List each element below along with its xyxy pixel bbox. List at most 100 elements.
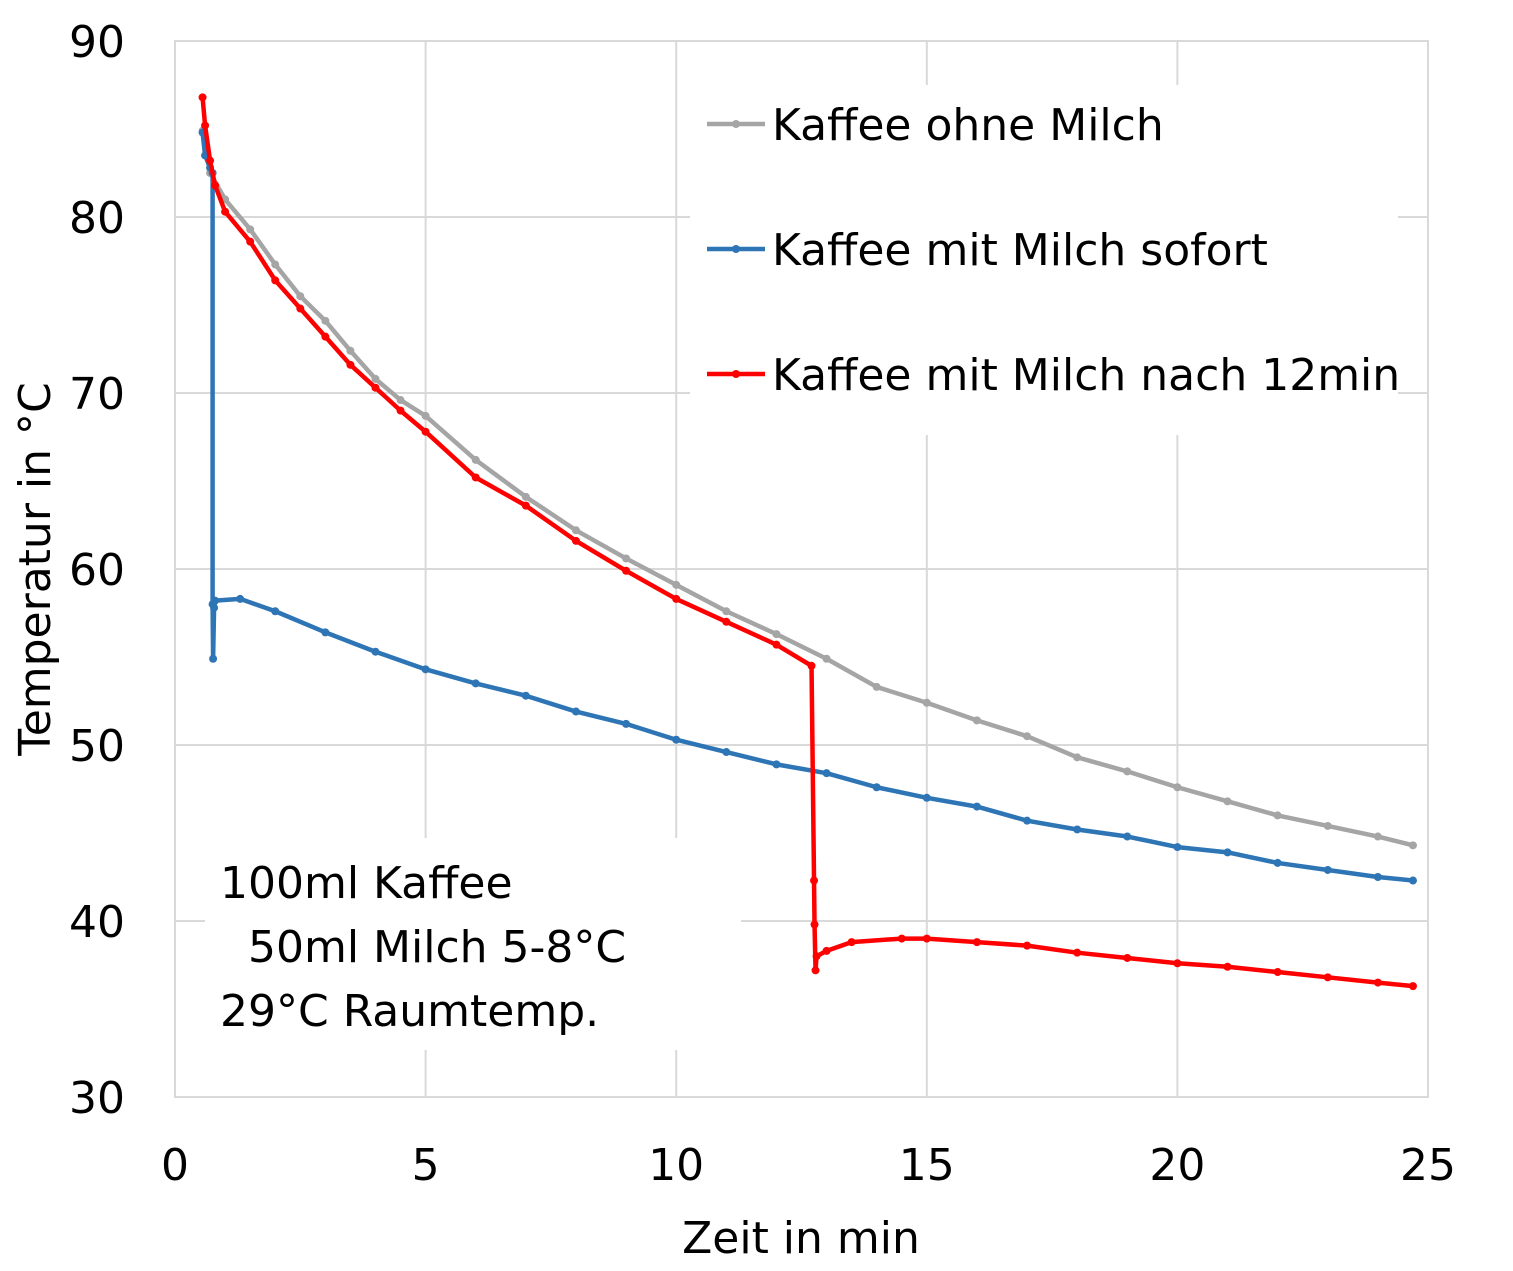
x-tick-label: 10: [648, 1140, 704, 1191]
data-point: [1408, 982, 1417, 991]
data-point: [1373, 978, 1382, 987]
data-point: [922, 698, 931, 707]
data-point: [672, 580, 681, 589]
legend-marker: [732, 245, 740, 253]
data-point: [1373, 873, 1382, 881]
data-point: [772, 640, 781, 649]
y-tick-label: 50: [69, 721, 125, 772]
data-point: [1273, 968, 1282, 977]
data-point: [571, 536, 580, 545]
data-point: [672, 594, 681, 603]
data-point: [371, 647, 380, 656]
data-point: [471, 455, 480, 464]
data-point: [872, 783, 881, 792]
x-tick-label: 15: [899, 1140, 955, 1191]
y-tick-label: 30: [69, 1073, 125, 1124]
x-tick-labels: 0 5 10 15 20 25: [161, 1140, 1456, 1191]
data-point: [1323, 821, 1332, 830]
data-point: [371, 383, 380, 392]
data-point: [807, 661, 816, 670]
data-point: [236, 594, 245, 603]
legend-marker: [732, 370, 740, 378]
data-point: [396, 406, 405, 415]
legend-marker: [732, 120, 740, 128]
data-point: [672, 735, 681, 744]
y-tick-label: 90: [69, 17, 125, 68]
data-point: [1073, 753, 1082, 762]
data-point: [922, 793, 931, 802]
series-3: [198, 93, 1417, 991]
data-point: [1273, 811, 1282, 820]
data-point: [622, 566, 631, 575]
plot-frame: [174, 40, 1429, 1098]
legend: Kaffee ohne Milch Kaffee mit Milch sofort…: [707, 100, 1400, 401]
data-point: [1223, 797, 1232, 806]
data-point: [1073, 948, 1082, 957]
data-point: [1408, 841, 1417, 850]
data-point: [271, 260, 280, 269]
data-point: [1223, 962, 1232, 971]
annotation-box: 100ml Kaffee 50ml Milch 5-8°C 29°C Raumt…: [220, 858, 626, 1037]
data-point: [1323, 973, 1332, 982]
series-group: [198, 93, 1417, 991]
data-point: [209, 654, 218, 663]
y-tick-labels: 30 40 50 60 70 80 90: [69, 17, 125, 1124]
data-point: [421, 411, 430, 420]
series-2: [198, 128, 1417, 885]
data-point: [346, 346, 355, 355]
data-point: [972, 938, 981, 947]
data-point: [1273, 858, 1282, 867]
data-point: [872, 682, 881, 691]
data-point: [271, 607, 280, 616]
data-point: [246, 237, 255, 246]
annotation-line-2: 50ml Milch 5-8°C: [220, 922, 626, 973]
data-point: [812, 952, 821, 961]
data-point: [346, 360, 355, 369]
data-point: [271, 276, 280, 285]
legend-background: [690, 85, 1398, 435]
y-tick-label: 40: [69, 897, 125, 948]
data-point: [210, 603, 219, 612]
data-point: [1073, 825, 1082, 834]
data-point: [246, 225, 255, 234]
data-point: [321, 628, 330, 637]
data-point: [1173, 959, 1182, 968]
data-point: [1173, 843, 1182, 852]
data-point: [201, 121, 210, 130]
data-point: [810, 876, 819, 885]
y-axis-label: Temperatur in °C: [10, 382, 61, 756]
data-point: [471, 679, 480, 688]
data-point: [822, 654, 831, 663]
data-point: [772, 630, 781, 639]
data-point: [211, 181, 220, 190]
x-tick-label: 20: [1149, 1140, 1205, 1191]
data-point: [321, 332, 330, 341]
data-point: [521, 501, 530, 510]
data-point: [822, 769, 831, 778]
data-point: [1373, 832, 1382, 841]
data-point: [811, 966, 820, 975]
data-point: [1023, 732, 1032, 741]
data-point: [1023, 816, 1032, 825]
data-point: [421, 427, 430, 436]
legend-label: Kaffee mit Milch sofort: [772, 225, 1268, 276]
data-point: [1173, 783, 1182, 792]
y-tick-label: 70: [69, 369, 125, 420]
y-tick-label: 80: [69, 193, 125, 244]
data-point: [521, 492, 530, 501]
data-point: [206, 156, 215, 165]
data-point: [1223, 848, 1232, 857]
data-point: [972, 802, 981, 811]
y-tick-label: 60: [69, 545, 125, 596]
data-point: [722, 748, 731, 757]
data-point: [471, 473, 480, 482]
data-point: [396, 396, 405, 405]
data-point: [1123, 832, 1132, 841]
data-point: [722, 617, 731, 626]
x-axis-label: Zeit in min: [682, 1213, 920, 1264]
data-point: [571, 707, 580, 716]
data-point: [221, 207, 230, 216]
data-point: [1408, 876, 1417, 885]
data-point: [321, 316, 330, 325]
